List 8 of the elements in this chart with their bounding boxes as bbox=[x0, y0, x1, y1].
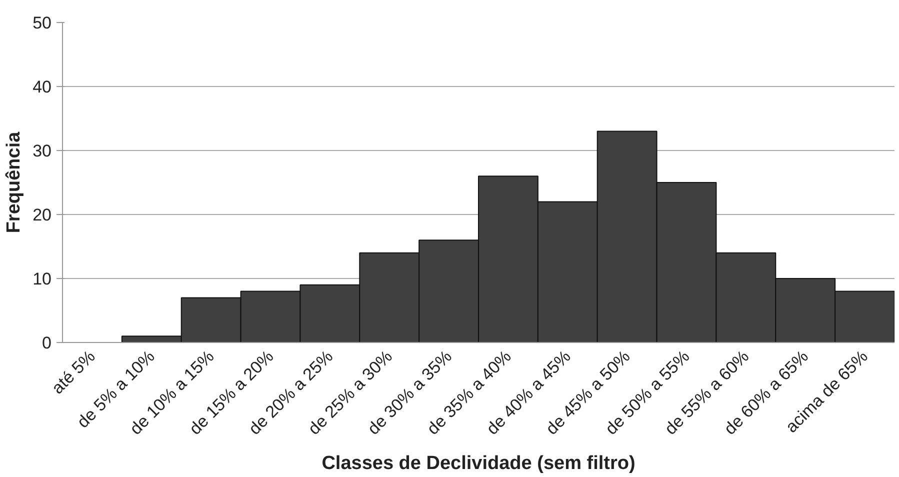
x-axis-title: Classes de Declividade (sem filtro) bbox=[322, 453, 636, 474]
y-tick-label: 0 bbox=[42, 334, 52, 352]
y-tick-label: 10 bbox=[32, 270, 52, 288]
y-tick-label: 30 bbox=[32, 142, 52, 160]
y-tick-label: 50 bbox=[32, 14, 52, 32]
y-tick-label: 40 bbox=[32, 78, 52, 96]
y-axis-title: Frequência bbox=[4, 131, 25, 234]
y-tick-label: 20 bbox=[32, 206, 52, 224]
